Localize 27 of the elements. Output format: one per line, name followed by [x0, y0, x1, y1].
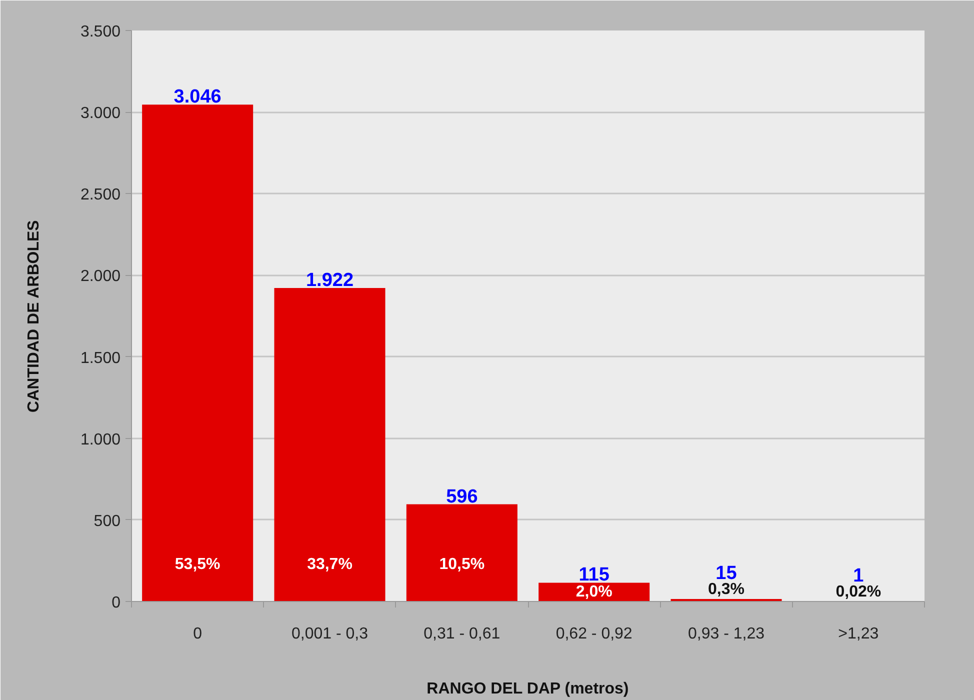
y-tick-label: 3.000 — [80, 105, 121, 122]
annotation: 33,7% — [307, 556, 352, 573]
bar — [406, 504, 518, 602]
bar — [274, 288, 386, 602]
x-tick-label: 0,001 - 0,3 — [292, 626, 368, 642]
y-tick-label: 1.000 — [80, 431, 121, 448]
y-tick-label: 0 — [112, 594, 121, 612]
annotation: 10,5% — [439, 556, 485, 573]
data-label: 115 — [578, 564, 610, 586]
data-label: 3.046 — [174, 86, 222, 108]
x-tick-label: >1,23 — [838, 626, 879, 642]
data-label: 596 — [446, 486, 478, 508]
x-tick-label: 0,31 - 0,61 — [424, 626, 500, 642]
y-axis-title: CANTIDAD DE ARBOLES — [25, 220, 42, 412]
x-tick-label: 0,93 - 1,23 — [688, 626, 765, 642]
annotation: 53,5% — [174, 556, 220, 573]
x-tick-label: 0,62 - 0,92 — [556, 626, 632, 642]
y-tick-label: 2.500 — [80, 186, 121, 204]
x-tick-label: 0 — [193, 626, 202, 642]
y-tick-label: 2.000 — [80, 268, 121, 286]
annotation: 2,0% — [576, 584, 612, 601]
y-tick-label: 500 — [94, 512, 121, 530]
bar — [142, 104, 254, 602]
y-tick-label: 3.500 — [80, 24, 121, 40]
x-axis-title: RANGO DEL DAP (metros) — [426, 680, 629, 698]
y-tick-label: 1.500 — [80, 350, 121, 367]
data-label: 1.922 — [306, 270, 354, 291]
